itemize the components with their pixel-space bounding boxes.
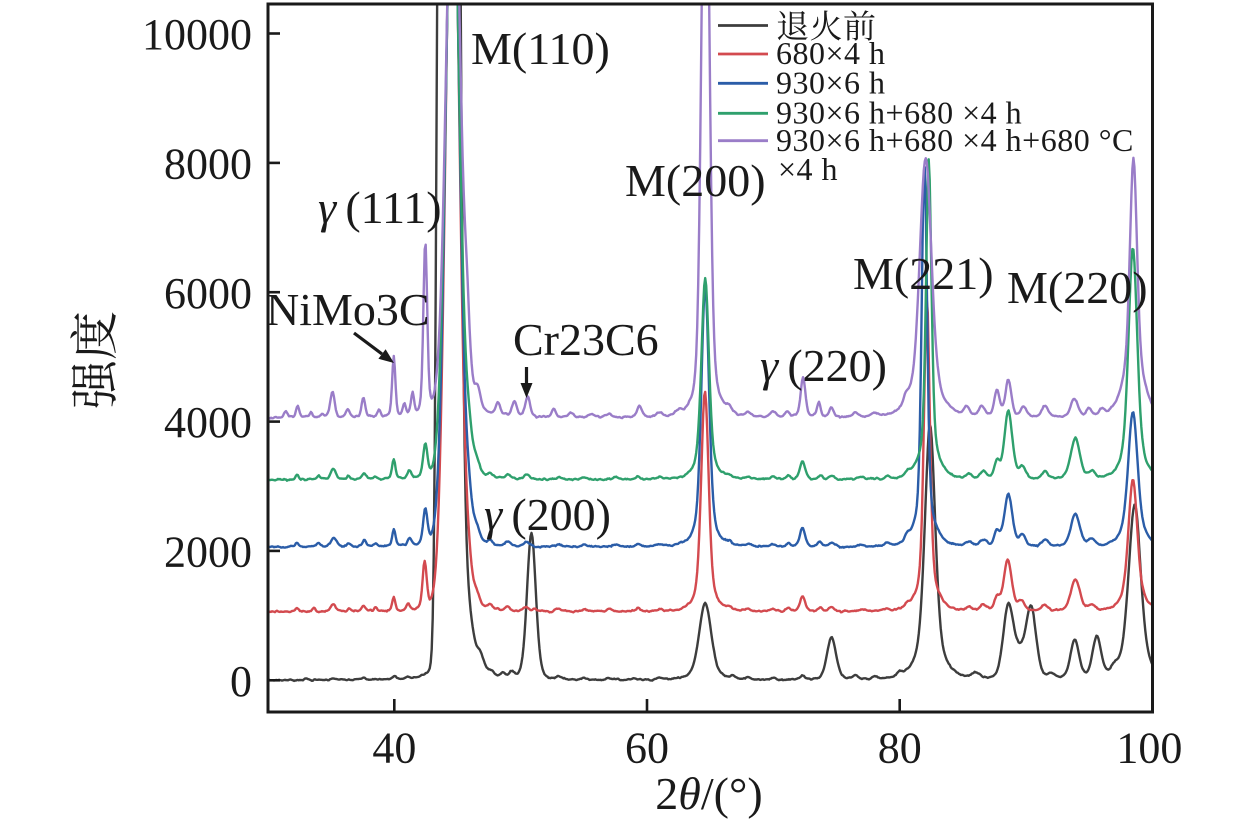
- svg-text:Cr23C6: Cr23C6: [513, 314, 659, 365]
- svg-text:2000: 2000: [164, 527, 252, 576]
- svg-text:80: 80: [878, 724, 922, 773]
- svg-text:930×6 h+680 ×4 h+680 °C: 930×6 h+680 ×4 h+680 °C: [776, 122, 1134, 158]
- svg-text:γ (220): γ (220): [760, 340, 887, 391]
- svg-text:0: 0: [230, 657, 252, 706]
- svg-text:NiMo3C: NiMo3C: [266, 284, 430, 335]
- svg-text:M(200): M(200): [625, 155, 766, 206]
- svg-text:100: 100: [1116, 724, 1182, 773]
- svg-text:γ (200): γ (200): [484, 489, 611, 540]
- svg-text:γ (111): γ (111): [318, 182, 442, 233]
- svg-text:40: 40: [372, 724, 416, 773]
- svg-text:M(110): M(110): [471, 23, 610, 74]
- svg-text:×4 h: ×4 h: [778, 151, 838, 187]
- svg-text:930×6 h: 930×6 h: [776, 65, 886, 101]
- svg-text:8000: 8000: [164, 139, 252, 188]
- svg-text:4000: 4000: [164, 398, 252, 447]
- svg-text:60: 60: [625, 724, 669, 773]
- svg-text:M(221): M(221): [853, 248, 994, 299]
- svg-text:680×4 h: 680×4 h: [776, 35, 886, 71]
- svg-text:M(220): M(220): [1007, 262, 1148, 313]
- svg-text:2θ/(°): 2θ/(°): [655, 768, 762, 819]
- svg-text:10000: 10000: [142, 10, 252, 59]
- svg-text:930×6 h+680 ×4 h: 930×6 h+680 ×4 h: [776, 95, 1022, 131]
- svg-text:6000: 6000: [164, 269, 252, 318]
